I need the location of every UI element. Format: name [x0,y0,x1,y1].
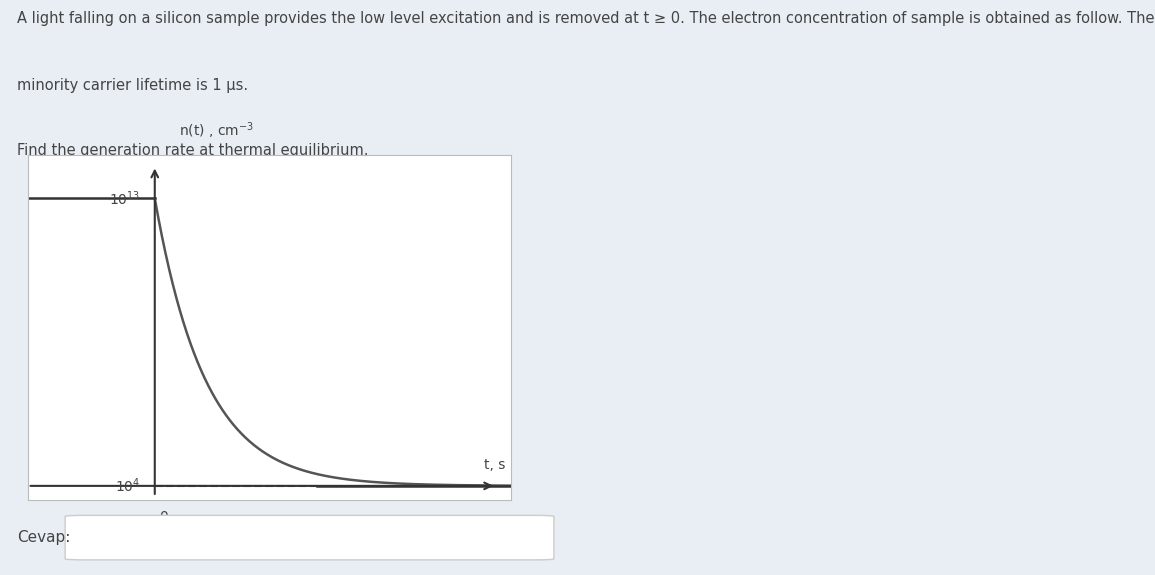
Text: Cevap:: Cevap: [17,530,70,545]
Text: Find the generation rate at thermal equilibrium.: Find the generation rate at thermal equi… [17,143,368,158]
Text: t, s: t, s [484,458,506,472]
Text: A light falling on a silicon sample provides the low level excitation and is rem: A light falling on a silicon sample prov… [17,12,1155,26]
Text: n(t) , cm$^{-3}$: n(t) , cm$^{-3}$ [179,121,254,141]
Text: $10^{13}$: $10^{13}$ [109,189,140,208]
FancyBboxPatch shape [65,515,554,560]
Text: 0: 0 [159,510,169,524]
Text: $10^4$: $10^4$ [116,477,140,495]
Text: minority carrier lifetime is 1 μs.: minority carrier lifetime is 1 μs. [17,78,248,93]
